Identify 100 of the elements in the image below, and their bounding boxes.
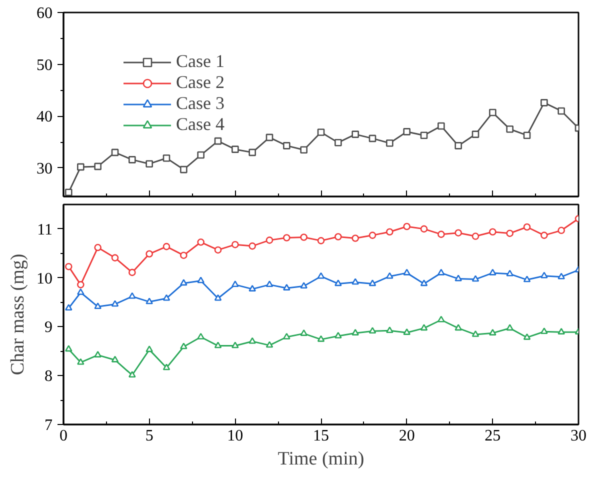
- point: [386, 228, 394, 236]
- x-tick-label: 15: [313, 428, 329, 444]
- point: [300, 282, 308, 289]
- point: [454, 142, 462, 150]
- x-tick-label: 30: [570, 428, 586, 444]
- legend-label: Case 4: [176, 114, 224, 135]
- point: [266, 280, 274, 288]
- point: [128, 156, 136, 164]
- point: [180, 279, 188, 286]
- point: [523, 223, 531, 231]
- point: [232, 146, 239, 153]
- point: [472, 232, 480, 240]
- point: [352, 130, 359, 138]
- point: [65, 304, 72, 311]
- point: [489, 328, 496, 336]
- point: [334, 332, 342, 338]
- point: [317, 128, 325, 136]
- x-tick-label: 25: [484, 428, 501, 444]
- point: [368, 327, 376, 334]
- point: [368, 232, 376, 239]
- point: [248, 337, 256, 344]
- point: [317, 272, 325, 279]
- point: [420, 280, 428, 286]
- point: [472, 330, 480, 337]
- point: [214, 294, 222, 301]
- point: [197, 238, 204, 246]
- y-axis-title: Char mass (mg): [8, 254, 28, 376]
- point: [558, 107, 565, 115]
- point: [77, 163, 84, 171]
- y-tick-label: 9: [44, 319, 52, 336]
- point: [420, 225, 428, 233]
- point: [162, 294, 170, 301]
- point: [197, 151, 204, 159]
- point: [523, 276, 531, 282]
- point: [300, 234, 308, 241]
- point: [386, 139, 394, 147]
- point: [540, 327, 548, 334]
- point: [454, 324, 462, 331]
- point: [506, 270, 514, 276]
- point: [489, 228, 496, 236]
- point: [128, 268, 136, 276]
- point: [403, 222, 410, 230]
- point: [454, 229, 462, 236]
- y-tick-label: 40: [36, 108, 52, 126]
- point: [65, 188, 72, 196]
- point: [214, 342, 222, 348]
- point: [146, 346, 153, 352]
- point: [352, 234, 359, 242]
- point: [506, 230, 514, 237]
- point: [94, 302, 102, 310]
- point: [368, 134, 376, 142]
- point: [146, 250, 153, 258]
- point: [197, 276, 204, 284]
- y-tick-label: 10: [36, 270, 52, 288]
- point: [334, 233, 342, 240]
- point: [111, 356, 119, 362]
- point: [420, 132, 428, 139]
- point: [540, 272, 548, 278]
- point: [111, 148, 119, 156]
- point: [94, 244, 102, 252]
- point: [420, 324, 428, 331]
- point: [197, 332, 204, 340]
- point: [506, 324, 514, 331]
- point: [334, 138, 342, 146]
- point: [162, 242, 170, 250]
- x-tick-label: 5: [145, 428, 154, 444]
- point: [214, 246, 222, 254]
- y-tick-label: 11: [37, 221, 52, 238]
- point: [283, 142, 290, 150]
- point: [94, 162, 102, 170]
- point: [283, 332, 290, 340]
- point: [558, 226, 565, 234]
- point: [489, 108, 496, 116]
- point: [386, 326, 394, 334]
- point: [523, 333, 531, 340]
- point: [266, 236, 274, 244]
- point: [523, 132, 531, 139]
- point: [248, 284, 256, 292]
- point: [300, 329, 308, 336]
- point: [403, 328, 410, 335]
- point: [472, 130, 480, 138]
- point: [94, 350, 102, 358]
- point: [558, 328, 565, 334]
- y-tick-label: 30: [36, 160, 52, 178]
- point: [403, 128, 410, 136]
- point: [146, 298, 153, 304]
- point: [489, 268, 496, 276]
- point: [180, 342, 188, 350]
- point: [162, 364, 170, 370]
- x-tick-label: 10: [227, 428, 244, 444]
- point: [77, 288, 84, 295]
- point: [146, 160, 153, 168]
- point: [266, 341, 274, 348]
- point: [248, 148, 256, 156]
- point: [214, 137, 222, 145]
- point: [540, 99, 548, 106]
- point: [540, 232, 548, 239]
- point: [506, 125, 514, 133]
- point: [334, 280, 342, 286]
- point: [162, 154, 170, 162]
